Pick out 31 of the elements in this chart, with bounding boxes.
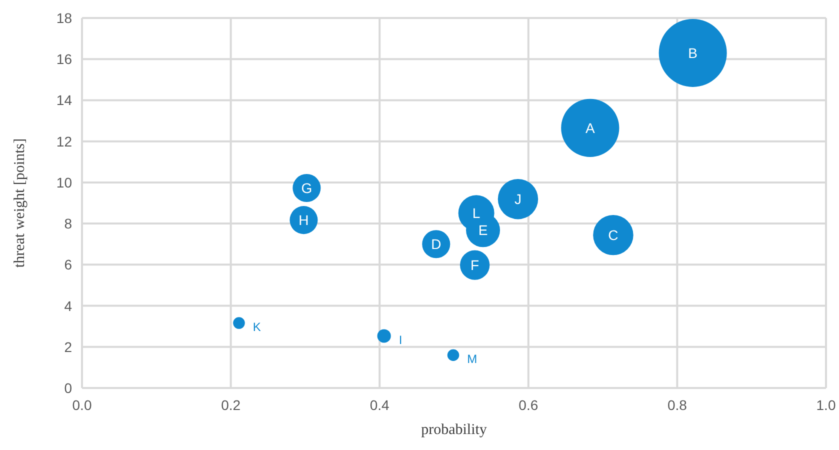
y-tick-label: 10 [56, 174, 72, 190]
annotation: F [470, 257, 480, 274]
annotation: L [472, 205, 480, 222]
x-tick-label: 0.2 [221, 397, 241, 413]
annotation: M [467, 352, 478, 366]
y-tick-label: 12 [56, 133, 72, 150]
annotation: E [478, 222, 488, 238]
y-axis-title: threat weight [points] [12, 138, 28, 268]
x-axis-title: probability [421, 422, 488, 438]
y-tick-label: 16 [56, 51, 72, 68]
annotation: D [431, 236, 442, 252]
x-tick-label: 0.6 [518, 397, 538, 413]
y-tick-label: 0 [64, 380, 72, 396]
x-tick-label: 1.0 [816, 397, 836, 413]
y-tick-label: 8 [64, 216, 72, 232]
annotation: A [585, 120, 596, 136]
x-tick-label: 0.4 [370, 397, 390, 413]
y-tick-label: 14 [56, 92, 72, 108]
y-tick-label: 6 [64, 256, 72, 273]
y-tick-label: 4 [64, 298, 72, 314]
y-tick-label: 18 [56, 10, 72, 26]
annotation: B [688, 44, 698, 61]
x-tick-label: 0.0 [72, 397, 92, 413]
annotation: J [514, 191, 522, 208]
y-tick-label: 2 [64, 338, 72, 355]
annotation: H [298, 212, 309, 228]
annotation: G [301, 180, 312, 196]
annotation: C [608, 227, 618, 244]
annotation: K [252, 320, 261, 334]
x-tick-label: 0.8 [667, 397, 688, 413]
annotation: I [398, 332, 402, 347]
